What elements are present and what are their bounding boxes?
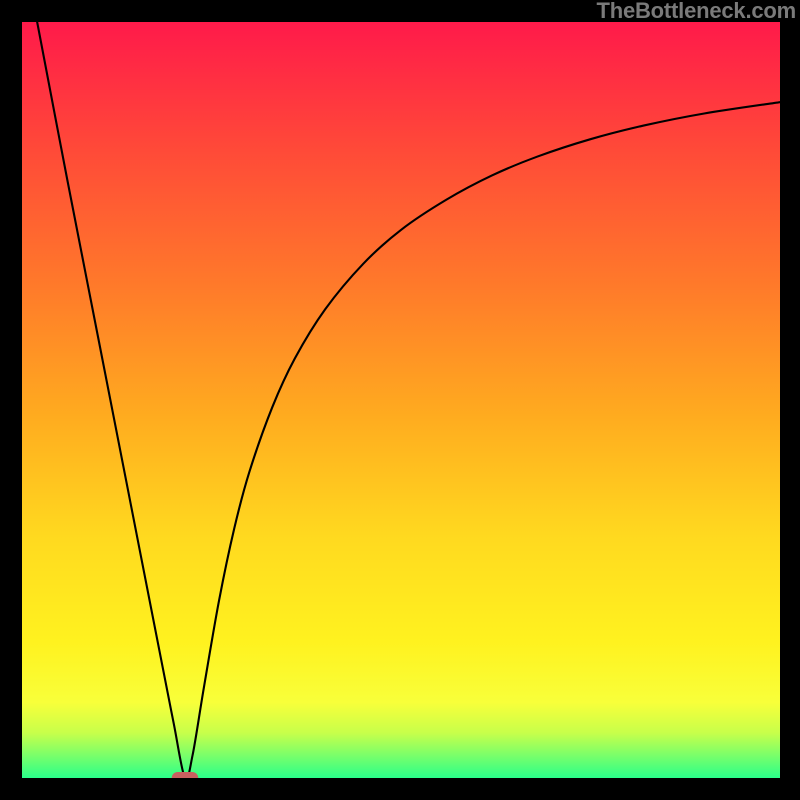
watermark-text: TheBottleneck.com xyxy=(596,0,796,24)
chart-svg-layer xyxy=(22,22,780,778)
bottleneck-curve xyxy=(37,22,780,778)
chart-container: TheBottleneck.com xyxy=(0,0,800,800)
minimum-marker xyxy=(172,772,199,778)
